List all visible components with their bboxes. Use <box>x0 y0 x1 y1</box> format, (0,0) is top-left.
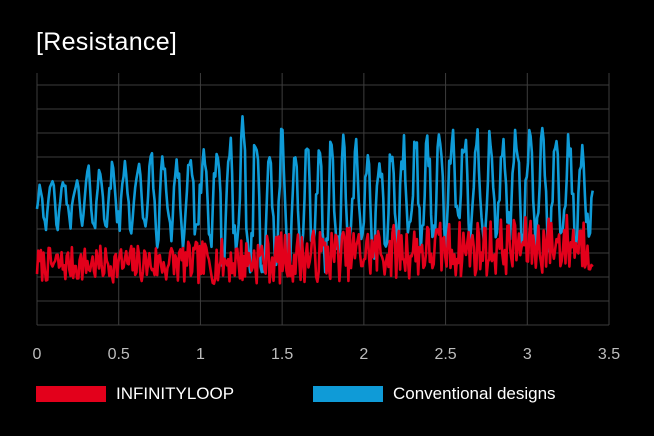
legend-item-conventional: Conventional designs <box>313 383 556 405</box>
x-tick-label: 2 <box>359 346 368 363</box>
x-tick-label: 3 <box>523 346 532 363</box>
x-tick-label: 1 <box>196 346 205 363</box>
legend-item-infinityloop: INFINITYLOOP <box>36 383 234 405</box>
x-tick-label: 2.5 <box>434 346 456 363</box>
chart-title: [Resistance] <box>36 28 178 56</box>
x-tick-labels: 0 0.5 1 1.5 2 2.5 3 3.5 <box>33 346 621 363</box>
x-tick-label: 0.5 <box>108 346 130 363</box>
legend-swatch-infinityloop <box>36 386 106 402</box>
series-layer <box>35 115 594 285</box>
legend-label-conventional: Conventional designs <box>393 384 556 403</box>
x-tick-label: 0 <box>33 346 42 363</box>
grid-layer <box>36 73 610 326</box>
x-tick-label: 1.5 <box>271 346 293 363</box>
legend-label-infinityloop: INFINITYLOOP <box>116 384 235 403</box>
legend-swatch-conventional <box>313 386 383 402</box>
x-tick-label: 3.5 <box>598 346 620 363</box>
series-line-infinityloop <box>35 213 594 285</box>
